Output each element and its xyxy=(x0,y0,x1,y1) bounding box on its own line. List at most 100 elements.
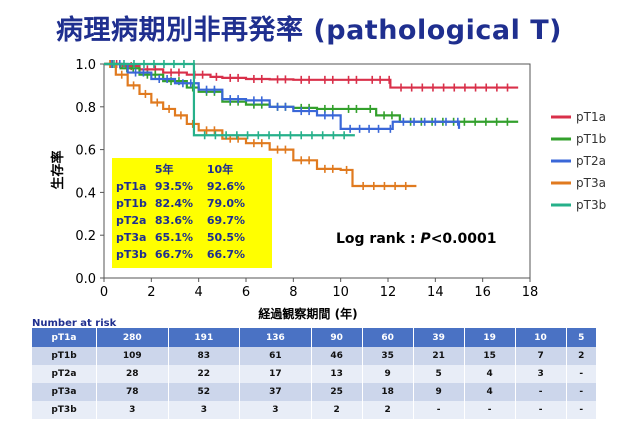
series-line-pt3b xyxy=(104,62,355,137)
y-tick-label: 0.0 xyxy=(75,272,96,287)
risk-cell: - xyxy=(566,383,598,401)
risk-cell: 5 xyxy=(566,328,598,347)
risk-cell: 13 xyxy=(311,365,363,383)
table-row: pT1a 93.5% 92.6% xyxy=(112,178,255,195)
table-cell: pT1a xyxy=(116,180,147,193)
p-value: <0.0001 xyxy=(430,231,497,247)
risk-cell: 35 xyxy=(362,347,414,365)
risk-cell: 15 xyxy=(464,347,516,365)
risk-cell: 37 xyxy=(239,383,312,401)
survival-chart: 0 2 4 6 8 10 12 14 16 180.00.20.40.60.81.0 pT1apT… xyxy=(50,58,606,320)
risk-cell: 25 xyxy=(311,383,363,401)
table-header-blank xyxy=(112,160,151,178)
risk-cell: - xyxy=(464,401,516,419)
table-cell: 66.7% xyxy=(206,248,246,261)
number-at-risk-table: pT1a 280 191 136 90 60 39 19 10 5 pT1b 109 83 61 46 35 2… xyxy=(32,328,598,419)
p-symbol: P xyxy=(420,231,431,247)
y-tick-label: 1.0 xyxy=(75,58,96,73)
risk-cell: 22 xyxy=(168,365,241,383)
risk-cell: 28 xyxy=(96,365,169,383)
survival-rate-table: 5年 10年 pT1a 93.5% 92.6% pT1b 82.4% 79.0%… xyxy=(112,158,272,268)
risk-row-label: pT1b xyxy=(32,347,97,365)
x-tick-label: 12 xyxy=(380,285,397,300)
series-layer xyxy=(104,60,519,190)
table-row: pT3a 78 52 37 25 18 9 4- - xyxy=(32,383,598,401)
risk-cell: 191 xyxy=(168,328,241,347)
x-tick-label: 2 xyxy=(147,285,155,300)
table-row: pT2a 28 22 17 13 9 5 4 3- xyxy=(32,365,598,383)
risk-cell: 109 xyxy=(96,347,169,365)
risk-cell: - xyxy=(515,383,567,401)
risk-cell: 5 xyxy=(413,365,465,383)
log-rank-prefix: Log rank : xyxy=(336,231,421,247)
risk-row-label: pT3a xyxy=(32,383,97,401)
table-row: pT1a 280 191 136 90 60 39 19 10 5 xyxy=(32,328,598,347)
risk-cell: 18 xyxy=(362,383,414,401)
legend-label-pt3a: pT3a xyxy=(576,176,606,190)
table-cell: 92.6% xyxy=(206,180,246,193)
page-title: 病理病期別非再発率 (pathological T) xyxy=(56,15,562,46)
table-cell: 69.7% xyxy=(206,214,246,227)
table-cell: 50.5% xyxy=(206,231,246,244)
risk-cell: 78 xyxy=(96,383,169,401)
series-line-pt3a xyxy=(104,62,417,188)
table-cell: pT3a xyxy=(116,231,147,244)
risk-cell: 4 xyxy=(464,383,516,401)
table-cell: 66.7% xyxy=(154,248,194,261)
table-row: pT1b 109 83 61 46 35 21 15 7 2 xyxy=(32,347,598,365)
y-tick-label: 0.8 xyxy=(75,101,96,116)
risk-cell: 39 xyxy=(413,328,465,347)
table-cell: 65.1% xyxy=(154,231,194,244)
table-row: pT3b 66.7% 66.7% xyxy=(112,246,255,263)
x-tick-label: 4 xyxy=(195,285,203,300)
tick-labels: 0 2 4 6 8 10 12 14 16 18 0.0 0.2 0.4 0.6 0.8 1.0 xyxy=(75,58,538,300)
risk-cell: 9 xyxy=(413,383,465,401)
x-tick-label: 14 xyxy=(427,285,444,300)
table-cell: pT1b xyxy=(116,197,147,210)
legend-label-pt1a: pT1a xyxy=(576,110,606,124)
table-header-10y: 10年 xyxy=(206,163,234,176)
table-row: pT3b 3 3 3 2 2- - - - xyxy=(32,401,598,419)
y-tick-label: 0.6 xyxy=(75,144,96,159)
risk-row-label: pT2a xyxy=(32,365,97,383)
risk-cell: 10 xyxy=(515,328,567,347)
risk-cell: 136 xyxy=(239,328,312,347)
risk-cell: 3 xyxy=(168,401,241,419)
risk-cell: 90 xyxy=(311,328,363,347)
risk-cell: - xyxy=(566,365,598,383)
risk-cell: 2 xyxy=(362,401,414,419)
risk-cell: 7 xyxy=(515,347,567,365)
table-row: pT1b 82.4% 79.0% xyxy=(112,195,255,212)
x-axis-label: 経過観察期間 (年) xyxy=(258,306,357,320)
risk-cell: 2 xyxy=(566,347,598,365)
table-cell: 83.6% xyxy=(154,214,194,227)
table-cell: pT3b xyxy=(116,248,147,261)
risk-cell: 3 xyxy=(239,401,312,419)
risk-cell: 3 xyxy=(515,365,567,383)
risk-cell: 9 xyxy=(362,365,414,383)
table-cell: pT2a xyxy=(116,214,147,227)
risk-cell: - xyxy=(515,401,567,419)
log-rank-annotation: Log rank : P<0.0001 xyxy=(336,231,496,247)
table-row: pT2a 83.6% 69.7% xyxy=(112,212,255,229)
x-tick-label: 16 xyxy=(474,285,491,300)
risk-cell: 17 xyxy=(239,365,312,383)
risk-table-label: Number at risk xyxy=(32,318,117,329)
risk-cell: - xyxy=(566,401,598,419)
y-axis-label: 生存率 xyxy=(50,150,66,189)
risk-cell: 83 xyxy=(168,347,241,365)
table-cell: 93.5% xyxy=(154,180,194,193)
table-cell: 82.4% xyxy=(154,197,194,210)
x-tick-label: 6 xyxy=(242,285,250,300)
x-tick-label: 8 xyxy=(289,285,297,300)
y-tick-label: 0.4 xyxy=(75,186,96,201)
risk-cell: 4 xyxy=(464,365,516,383)
legend-label-pt1b: pT1b xyxy=(576,132,606,146)
table-header-5y: 5年 xyxy=(154,163,174,176)
risk-cell: 2 xyxy=(311,401,363,419)
risk-row-label: pT3b xyxy=(32,401,97,419)
legend-label-pt3b: pT3b xyxy=(576,198,606,212)
table-row: pT3a 65.1% 50.5% xyxy=(112,229,255,246)
x-tick-label: 10 xyxy=(332,285,349,300)
risk-cell: 61 xyxy=(239,347,312,365)
